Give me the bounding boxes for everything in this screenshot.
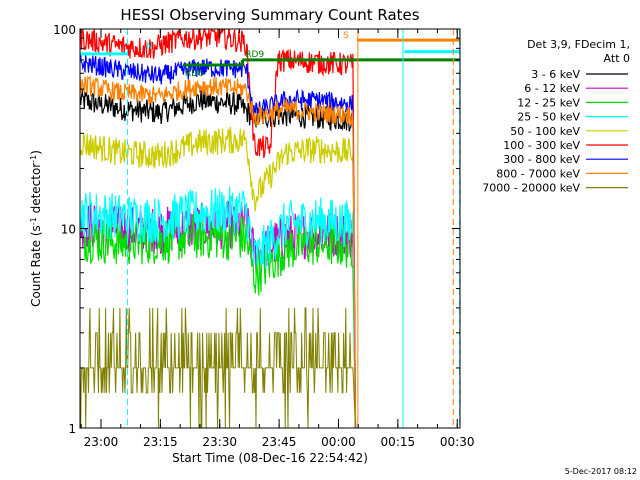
legend-title-line1: Det 3,9, FDecim 1,: [527, 38, 630, 51]
series-line-4: [80, 126, 357, 428]
legend-label: 50 - 100 keV: [510, 125, 580, 138]
x-tick-label: 23:15: [143, 435, 178, 449]
y-axis-label-part: ): [29, 150, 43, 155]
legend-label: 800 - 7000 keV: [496, 167, 580, 180]
x-tick-label: 23:00: [84, 435, 119, 449]
y-tick-label: 1: [68, 422, 76, 436]
plot-data-group: [80, 29, 460, 428]
y-axis-label: Count Rate (s-1 detector-1): [29, 150, 44, 307]
legend-label: 12 - 25 keV: [517, 96, 580, 109]
x-tick-label: 23:30: [202, 435, 237, 449]
legend-label: 6 - 12 keV: [524, 82, 580, 95]
annotation-s-label: S: [343, 31, 349, 41]
legend-label: 100 - 300 keV: [503, 139, 580, 152]
annotation-n-label: N: [146, 42, 153, 52]
legend-label: 300 - 800 keV: [503, 153, 580, 166]
legend-title-line2: Att 0: [604, 52, 630, 65]
y-tick-label: 10: [61, 223, 76, 237]
series-line-8: [80, 307, 356, 428]
x-axis-label: Start Time (08-Dec-16 22:54:42): [172, 451, 368, 465]
y-tick-label: 100: [53, 23, 76, 37]
series-line-3: [80, 186, 357, 428]
x-tick-label: 23:45: [262, 435, 297, 449]
x-tick-label: 00:30: [440, 435, 475, 449]
y-axis-label-part: detector: [29, 163, 43, 218]
series-line-7: [80, 74, 357, 428]
legend-label: 7000 - 20000 keV: [482, 182, 580, 195]
legend-label: 25 - 50 keV: [517, 111, 580, 124]
series-line-5: [80, 29, 357, 428]
footer-timestamp: 5-Dec-2017 08:12: [565, 467, 637, 476]
annotation-rd6-label: RD6: [185, 69, 204, 79]
y-axis-label-part: Count Rate (s: [29, 225, 43, 307]
series-line-6: [80, 55, 357, 428]
annotation-rd9-label: RD9: [245, 50, 264, 60]
y-axis-label-part: -1: [29, 155, 38, 163]
series-line-2: [80, 212, 357, 428]
x-tick-label: 00:15: [381, 435, 416, 449]
y-axis-label-part: -1: [29, 217, 38, 225]
legend-label: 3 - 6 keV: [531, 68, 580, 81]
chart-title: HESSI Observing Summary Count Rates: [120, 6, 419, 24]
x-tick-label: 00:00: [321, 435, 356, 449]
